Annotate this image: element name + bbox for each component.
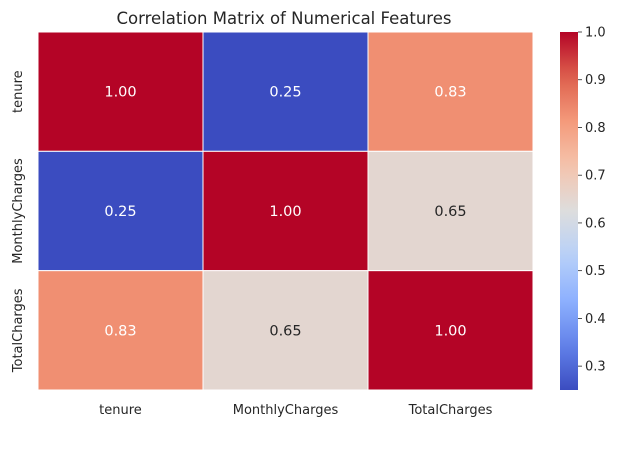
cell-value-label: 0.25	[269, 85, 301, 101]
x-tick-label: tenure	[99, 403, 142, 418]
y-tick-label: tenure	[11, 70, 26, 113]
heatmap-cell	[202, 31, 369, 152]
colorbar-tick-label: 0.9	[585, 73, 606, 88]
colorbar-tick-label: 0.5	[585, 264, 606, 279]
y-tick-label: TotalCharges	[11, 288, 26, 373]
chart-title: Correlation Matrix of Numerical Features	[117, 9, 452, 28]
colorbar-gradient	[560, 32, 578, 390]
colorbar-tick-label: 0.8	[585, 121, 606, 136]
cell-value-label: 0.83	[434, 85, 466, 101]
cell-value-label: 1.00	[269, 204, 301, 220]
heatmap-cell	[367, 31, 534, 152]
cell-value-label: 0.83	[104, 323, 136, 339]
cell-value-label: 0.65	[434, 204, 466, 220]
heatmap-cell	[37, 31, 204, 152]
heatmap-cell	[367, 270, 534, 391]
heatmap-cell	[37, 270, 204, 391]
heatmap-cell	[202, 150, 369, 272]
y-axis-tick-labels: tenure MonthlyCharges TotalCharges	[11, 70, 26, 373]
cell-value-label: 0.65	[269, 323, 301, 339]
heatmap-cell	[37, 150, 204, 272]
colorbar-tick-label: 0.7	[585, 169, 606, 184]
x-tick-label: TotalCharges	[408, 403, 493, 418]
colorbar-tick-label: 0.6	[585, 216, 606, 231]
colorbar-tick-label: 0.4	[585, 312, 606, 327]
x-axis-tick-labels: tenure MonthlyCharges TotalCharges	[99, 403, 492, 418]
heatmap-cell	[367, 150, 534, 272]
y-tick-label: MonthlyCharges	[11, 158, 26, 264]
cell-value-label: 1.00	[434, 323, 466, 339]
cell-value-label: 1.00	[104, 85, 136, 101]
cell-value-label: 0.25	[104, 204, 136, 220]
heatmap-cell	[202, 270, 369, 391]
x-tick-label: MonthlyCharges	[233, 403, 339, 418]
colorbar: 0.3 0.4 0.5 0.6 0.7 0.8 0.9 1.0	[560, 26, 606, 390]
colorbar-tick-label: 1.0	[585, 26, 606, 41]
colorbar-tick-label: 0.3	[585, 360, 606, 375]
heatmap-cells: 1.00 0.25 0.83 0.25 1.00 0.65 0.83 0.65 1.00	[37, 31, 534, 391]
